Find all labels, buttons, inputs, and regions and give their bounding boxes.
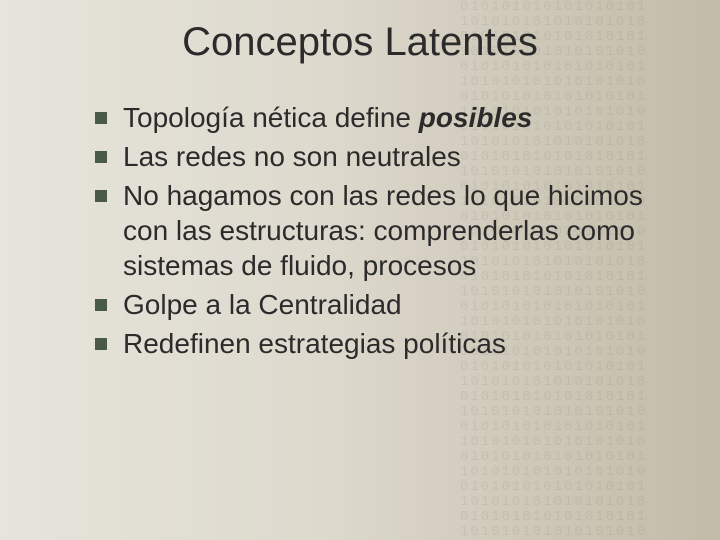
text-prefix: Golpe a la Centralidad [123,289,402,320]
bullet-text: Golpe a la Centralidad [123,287,670,322]
text-prefix: Topología nética define [123,102,419,133]
list-item: Golpe a la Centralidad [95,287,670,322]
list-item: Topología nética define posibles [95,100,670,135]
list-item: Las redes no son neutrales [95,139,670,174]
text-prefix: No hagamos con las redes lo que hicimos … [123,180,643,281]
list-item: No hagamos con las redes lo que hicimos … [95,178,670,283]
slide-title: Conceptos Latentes [0,20,720,65]
text-prefix: Las redes no son neutrales [123,141,461,172]
bullet-icon [95,151,107,163]
slide: 010101010101010101 101010101010101010 01… [0,0,720,540]
bullet-list: Topología nética define posibles Las red… [95,100,670,365]
bullet-icon [95,299,107,311]
bullet-icon [95,338,107,350]
bullet-text: Topología nética define posibles [123,100,670,135]
list-item: Redefinen estrategias políticas [95,326,670,361]
bullet-text: No hagamos con las redes lo que hicimos … [123,178,670,283]
text-prefix: Redefinen estrategias políticas [123,328,506,359]
bullet-icon [95,190,107,202]
bullet-text: Redefinen estrategias políticas [123,326,670,361]
text-emphasis: posibles [419,102,533,133]
bullet-text: Las redes no son neutrales [123,139,670,174]
bullet-icon [95,112,107,124]
